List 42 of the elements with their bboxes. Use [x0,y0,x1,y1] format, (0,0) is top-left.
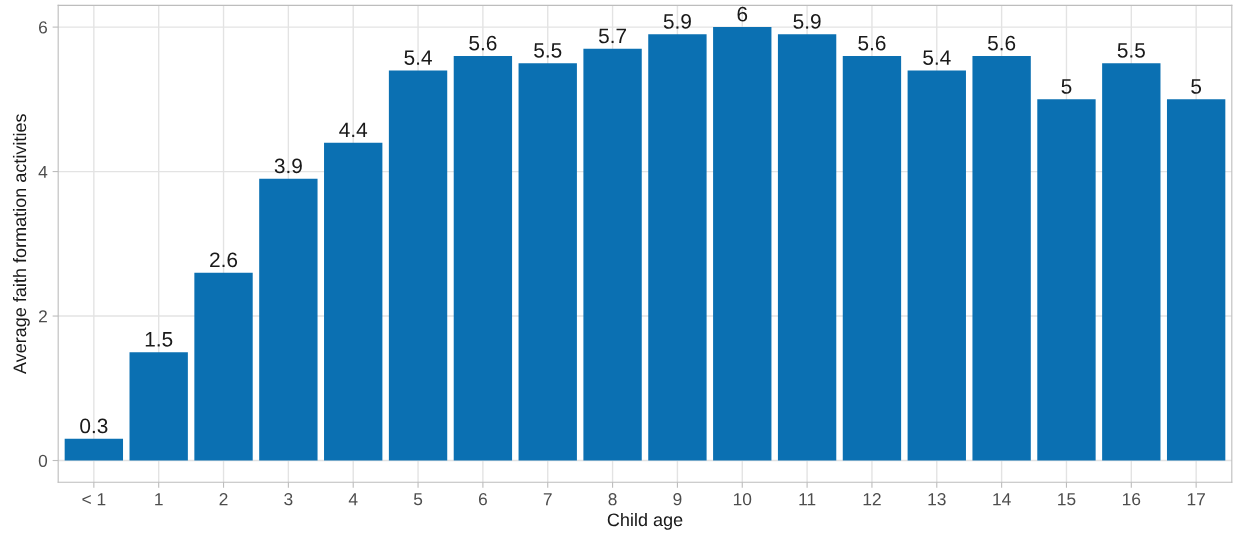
x-tick-label: 16 [1122,493,1141,506]
x-tick-label: 4 [348,493,358,506]
y-tick-label: 4 [38,165,48,178]
data-label: 5.5 [1117,43,1145,58]
x-tick-label: 7 [543,493,552,506]
data-label: 5 [1061,79,1072,94]
x-tick-label: 11 [799,493,816,506]
data-label: 5.6 [987,35,1016,51]
x-tick-label: 9 [673,493,682,506]
x-tick-label: 12 [863,493,881,506]
data-label: 5.4 [404,50,432,65]
data-label: 0.3 [80,418,108,434]
data-label: 4.4 [339,122,368,137]
data-label: 5.6 [858,35,886,51]
x-tick-label: 2 [219,493,228,506]
data-label: 5.4 [923,50,951,65]
x-tick-label: 14 [993,493,1011,506]
y-axis-title: Average faith formation activities [12,114,30,375]
y-tick-label: 0 [38,454,48,467]
data-label: 6 [737,6,748,22]
x-tick-label: < 1 [82,493,106,506]
data-label: 3.9 [274,158,302,174]
x-tick-label: 8 [608,493,617,506]
data-label: 5.6 [469,35,497,51]
x-tick-label: 10 [733,493,752,506]
x-tick-label: 17 [1187,493,1205,506]
y-tick-label: 2 [38,310,47,323]
data-label: 5 [1191,79,1202,94]
x-tick-label: 15 [1058,493,1076,506]
x-axis-title: Child age [607,512,683,530]
data-label: 5.7 [598,28,627,44]
x-tick-label: 3 [284,493,293,506]
y-tick-label: 6 [39,21,48,34]
x-tick-label: 5 [413,493,423,506]
x-tick-label: 6 [478,493,487,506]
data-label: 5.9 [793,14,821,29]
data-label: 2.6 [210,252,238,268]
data-label: 1.5 [145,332,173,347]
data-label: 5.5 [534,43,562,58]
x-tick-label: 1 [155,493,163,506]
data-label: 5.9 [663,14,691,29]
x-tick-label: 13 [928,493,946,506]
